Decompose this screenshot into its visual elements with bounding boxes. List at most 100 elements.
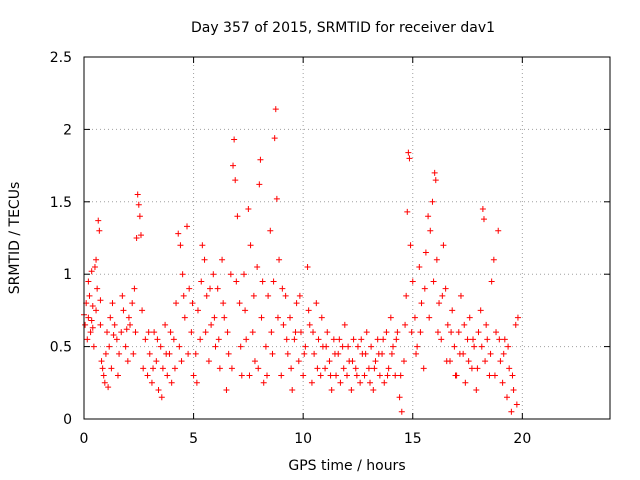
data-point	[304, 263, 311, 270]
data-point	[398, 408, 405, 415]
data-point	[210, 271, 217, 278]
data-point	[101, 379, 108, 386]
data-point	[339, 343, 346, 350]
data-point	[376, 372, 383, 379]
x-tick-label: 0	[80, 431, 89, 447]
data-point	[414, 343, 421, 350]
data-point	[120, 307, 127, 314]
data-point	[306, 321, 313, 328]
data-point	[486, 372, 493, 379]
data-point	[245, 206, 252, 213]
data-point	[97, 297, 104, 304]
data-point	[404, 208, 411, 215]
data-point	[247, 242, 254, 249]
data-point	[442, 285, 449, 292]
data-point	[137, 232, 144, 239]
data-point	[96, 227, 103, 234]
data-point	[357, 379, 364, 386]
data-point	[300, 372, 307, 379]
data-point	[221, 314, 228, 321]
data-point	[122, 343, 129, 350]
data-point	[381, 379, 388, 386]
data-point	[105, 384, 112, 391]
data-point	[170, 336, 177, 343]
data-point	[283, 336, 290, 343]
data-point	[84, 336, 91, 343]
data-point	[145, 329, 152, 336]
data-point	[220, 300, 227, 307]
data-point	[314, 365, 321, 372]
data-point	[146, 350, 153, 357]
data-point	[205, 358, 212, 365]
data-point	[186, 285, 193, 292]
data-point	[139, 307, 146, 314]
data-point	[413, 350, 420, 357]
x-tick-label: 5	[189, 431, 198, 447]
data-point	[85, 278, 92, 285]
data-point	[89, 324, 96, 331]
data-point	[185, 350, 192, 357]
data-point	[483, 321, 490, 328]
data-point	[383, 329, 390, 336]
data-point	[513, 401, 520, 408]
data-point	[158, 394, 165, 401]
data-point	[439, 292, 446, 299]
data-point	[282, 292, 289, 299]
data-point	[505, 343, 512, 350]
grid-lines	[84, 57, 610, 419]
data-point	[471, 343, 478, 350]
data-point	[95, 217, 102, 224]
data-point	[104, 329, 111, 336]
data-point	[372, 358, 379, 365]
data-point	[425, 213, 432, 220]
data-point	[238, 372, 245, 379]
data-point	[336, 336, 343, 343]
data-point	[368, 343, 375, 350]
y-tick-label: 0	[63, 412, 72, 428]
data-point	[380, 336, 387, 343]
data-point	[337, 379, 344, 386]
data-point	[310, 329, 317, 336]
data-point	[340, 365, 347, 372]
data-point	[326, 358, 333, 365]
data-point	[408, 329, 415, 336]
data-point	[432, 177, 439, 184]
data-point	[365, 365, 372, 372]
data-point	[230, 162, 237, 169]
data-point	[475, 329, 482, 336]
y-tick-label: 0.5	[50, 340, 72, 356]
data-point	[231, 136, 238, 143]
data-point	[268, 329, 275, 336]
data-point	[487, 350, 494, 357]
data-point	[98, 358, 105, 365]
data-point	[457, 292, 464, 299]
data-point	[179, 271, 186, 278]
y-tick-label: 2	[63, 122, 72, 138]
data-point	[397, 372, 404, 379]
data-point	[449, 307, 456, 314]
data-point	[232, 177, 239, 184]
data-point	[111, 321, 118, 328]
data-point	[496, 336, 503, 343]
data-point	[249, 329, 256, 336]
data-point	[135, 201, 142, 208]
data-point	[163, 350, 170, 357]
data-point	[234, 213, 241, 220]
data-point	[323, 343, 330, 350]
data-point	[140, 365, 147, 372]
data-point	[150, 365, 157, 372]
data-point	[371, 365, 378, 372]
plot-frame	[83, 56, 611, 420]
data-point	[354, 343, 361, 350]
data-point	[491, 372, 498, 379]
data-point	[153, 358, 160, 365]
data-point	[202, 329, 209, 336]
data-point	[114, 372, 121, 379]
data-point	[288, 365, 295, 372]
data-point	[500, 350, 507, 357]
data-point	[465, 358, 472, 365]
data-point	[203, 292, 210, 299]
data-point	[400, 358, 407, 365]
x-tick-label: 15	[404, 431, 422, 447]
data-point	[168, 379, 175, 386]
